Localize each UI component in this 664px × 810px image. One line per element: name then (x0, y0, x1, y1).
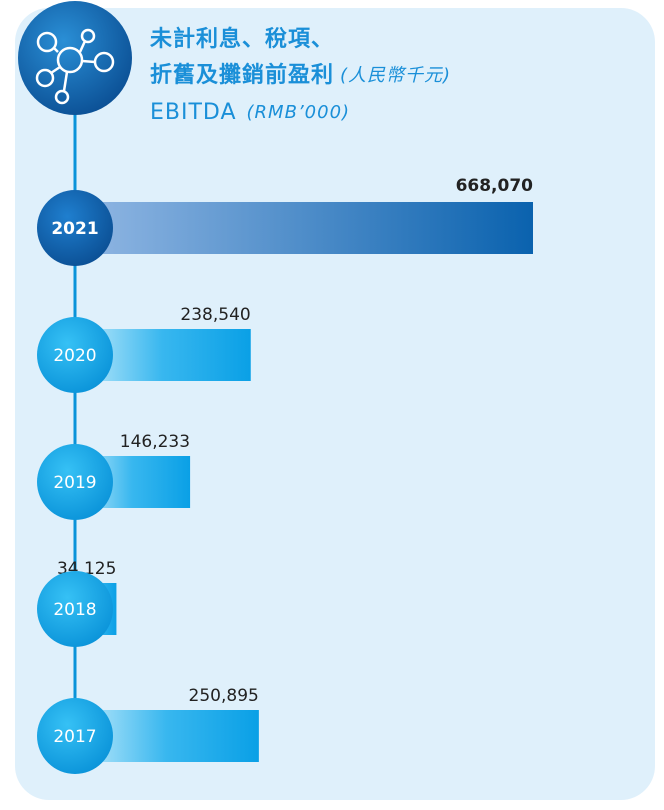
value-label: 146,233 (120, 432, 190, 452)
value-label: 250,895 (189, 686, 259, 706)
year-circle (37, 190, 113, 266)
title-line: EBITDA (RMB’000) (150, 100, 350, 125)
year-circle (37, 571, 113, 647)
value-label: 668,070 (456, 176, 534, 196)
title-line: 未計利息、稅項、 (150, 26, 334, 52)
bar (74, 202, 533, 254)
year-label: 2018 (53, 600, 96, 620)
year-label: 2020 (53, 346, 96, 366)
year-label: 2021 (51, 219, 98, 239)
year-circle (37, 444, 113, 520)
title-line: 折舊及攤銷前盈利 (人民幣千元) (150, 62, 451, 88)
title-text: 折舊及攤銷前盈利 (150, 62, 334, 88)
title-unit: (人民幣千元) (340, 65, 451, 86)
value-label: 238,540 (180, 305, 250, 325)
icon (35, 28, 115, 105)
title-text: EBITDA (150, 100, 237, 125)
year-label: 2017 (53, 727, 96, 747)
title-unit: (RMB’000) (247, 102, 351, 123)
icon-circle (18, 1, 132, 115)
card (15, 8, 655, 800)
year-circle (37, 317, 113, 393)
year-circle (37, 698, 113, 774)
year-label: 2019 (53, 473, 96, 493)
